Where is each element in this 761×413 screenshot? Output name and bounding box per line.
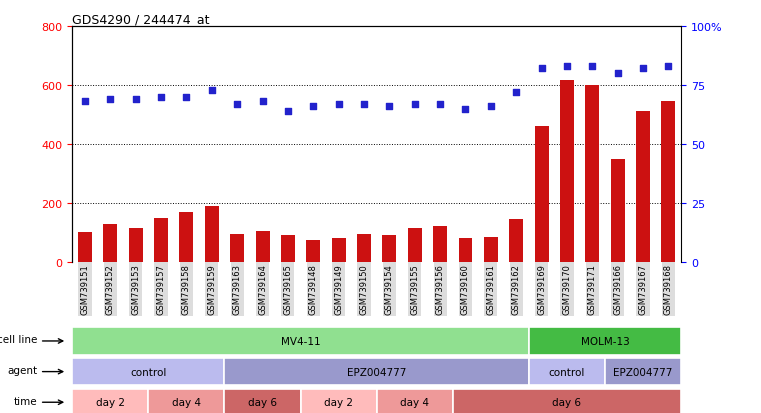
Bar <box>301 389 377 413</box>
Bar <box>103 224 117 262</box>
Bar <box>148 389 224 413</box>
Text: day 6: day 6 <box>248 397 277 407</box>
Text: control: control <box>549 367 585 377</box>
Point <box>485 104 497 110</box>
Point <box>155 94 167 101</box>
Bar <box>205 207 219 262</box>
Bar <box>585 86 600 262</box>
Bar <box>307 240 320 262</box>
Point <box>104 97 116 103</box>
Point <box>434 101 446 108</box>
Text: day 2: day 2 <box>96 397 125 407</box>
Point <box>662 64 674 70</box>
Point <box>612 71 624 77</box>
Bar <box>661 102 676 262</box>
Bar <box>408 228 422 262</box>
Bar <box>560 81 574 262</box>
Point <box>205 87 218 94</box>
Text: EPZ004777: EPZ004777 <box>613 367 673 377</box>
Bar <box>357 234 371 262</box>
Point <box>536 66 548 73</box>
Text: day 4: day 4 <box>172 397 201 407</box>
Bar <box>281 236 295 262</box>
Point <box>384 104 396 110</box>
Bar <box>256 231 269 262</box>
Bar <box>332 239 345 262</box>
Bar <box>509 220 524 262</box>
Bar <box>231 234 244 262</box>
Point <box>586 64 598 70</box>
Bar <box>459 239 473 262</box>
Text: control: control <box>130 367 167 377</box>
Point <box>129 97 142 103</box>
Bar <box>180 213 193 262</box>
Text: EPZ004777: EPZ004777 <box>347 367 406 377</box>
Point <box>333 101 345 108</box>
Bar <box>535 127 549 262</box>
Bar <box>529 328 681 355</box>
Bar <box>636 112 650 262</box>
Point <box>256 99 269 105</box>
Bar <box>529 358 605 385</box>
Text: day 2: day 2 <box>324 397 353 407</box>
Text: MOLM-13: MOLM-13 <box>581 336 629 346</box>
Text: cell line: cell line <box>0 335 38 344</box>
Point <box>637 66 649 73</box>
Point <box>358 101 370 108</box>
Bar <box>377 389 453 413</box>
Bar <box>433 227 447 262</box>
Point <box>460 106 472 112</box>
Bar <box>72 358 224 385</box>
Text: day 4: day 4 <box>400 397 429 407</box>
Point <box>307 104 320 110</box>
Point <box>79 99 91 105</box>
Point <box>282 108 294 115</box>
Point <box>561 64 573 70</box>
Bar <box>224 358 529 385</box>
Bar <box>129 228 143 262</box>
Point <box>180 94 193 101</box>
Text: day 6: day 6 <box>552 397 581 407</box>
Bar <box>605 358 681 385</box>
Text: MV4-11: MV4-11 <box>281 336 320 346</box>
Text: agent: agent <box>8 365 38 375</box>
Text: GDS4290 / 244474_at: GDS4290 / 244474_at <box>72 13 210 26</box>
Bar <box>224 389 301 413</box>
Bar <box>154 219 168 262</box>
Bar <box>453 389 681 413</box>
Bar <box>72 328 529 355</box>
Bar <box>611 159 625 262</box>
Bar <box>78 233 92 262</box>
Point <box>231 101 244 108</box>
Bar <box>383 236 396 262</box>
Point <box>510 90 522 96</box>
Text: time: time <box>14 396 38 406</box>
Bar <box>484 237 498 262</box>
Point <box>409 101 421 108</box>
Bar <box>72 389 148 413</box>
